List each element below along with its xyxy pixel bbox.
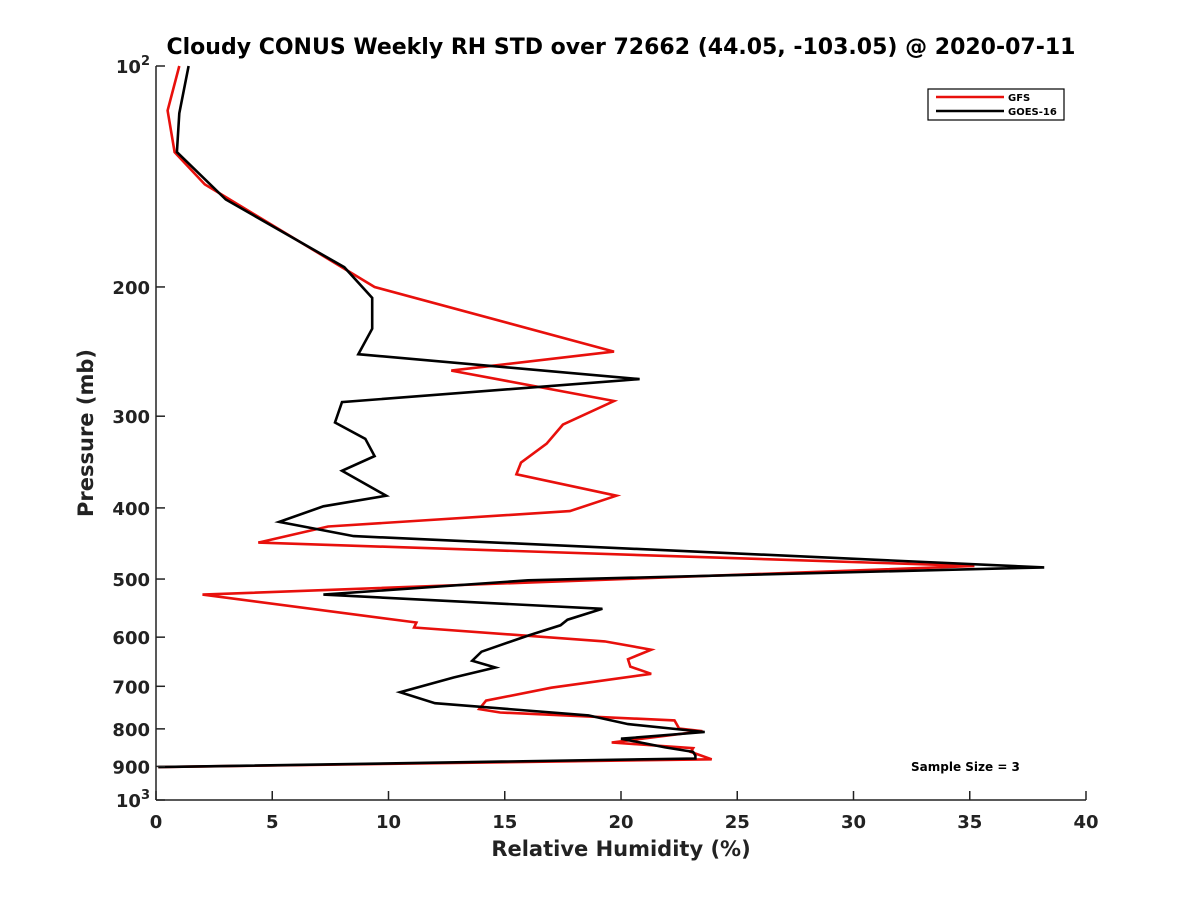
y-tick-label: 300	[112, 407, 150, 428]
legend: GFS GOES-16	[927, 88, 1065, 121]
y-tick-base: 10	[116, 791, 141, 812]
plot-area	[158, 65, 1045, 769]
legend-label-goes16: GOES-16	[1008, 107, 1057, 118]
y-tick-base: 900	[112, 757, 150, 778]
x-ticks: 0 5 10 15 20 25 30 35 40	[150, 791, 1099, 833]
y-tick-label: 103	[116, 788, 150, 812]
x-tick-label: 20	[608, 812, 633, 833]
legend-label-gfs: GFS	[1008, 93, 1030, 104]
y-tick-label: 900	[112, 757, 150, 778]
x-tick-label: 15	[492, 812, 517, 833]
y-tick-label: 800	[112, 720, 150, 741]
y-tick-base: 800	[112, 720, 150, 741]
sample-size-annotation: Sample Size = 3	[911, 760, 1020, 774]
y-tick-label: 500	[112, 570, 150, 591]
x-axis-label: Relative Humidity (%)	[491, 837, 750, 861]
y-tick-label: 400	[112, 499, 150, 520]
y-tick-exponent: 2	[141, 54, 150, 69]
y-tick-label: 600	[112, 628, 150, 649]
x-tick-label: 30	[841, 812, 866, 833]
x-tick-label: 10	[376, 812, 401, 833]
y-tick-base: 400	[112, 499, 150, 520]
y-tick-base: 300	[112, 407, 150, 428]
y-tick-label: 700	[112, 677, 150, 698]
x-tick-label: 5	[266, 812, 279, 833]
y-tick-label: 102	[116, 54, 150, 78]
y-tick-label: 200	[112, 278, 150, 299]
x-tick-label: 25	[725, 812, 750, 833]
y-tick-exponent: 3	[141, 788, 150, 803]
x-tick-label: 40	[1073, 812, 1098, 833]
y-tick-base: 200	[112, 278, 150, 299]
axes	[155, 66, 1086, 801]
chart-title: Cloudy CONUS Weekly RH STD over 72662 (4…	[167, 35, 1076, 60]
legend-box	[927, 88, 1065, 121]
x-tick-label: 0	[150, 812, 163, 833]
y-tick-base: 700	[112, 677, 150, 698]
y-tick-base: 500	[112, 570, 150, 591]
y-tick-base: 10	[116, 57, 141, 78]
y-axis-label: Pressure (mb)	[74, 349, 98, 517]
series-line-gfs	[158, 65, 975, 769]
x-tick-label: 35	[957, 812, 982, 833]
series-line-goes16	[158, 65, 1045, 769]
y-tick-base: 600	[112, 628, 150, 649]
